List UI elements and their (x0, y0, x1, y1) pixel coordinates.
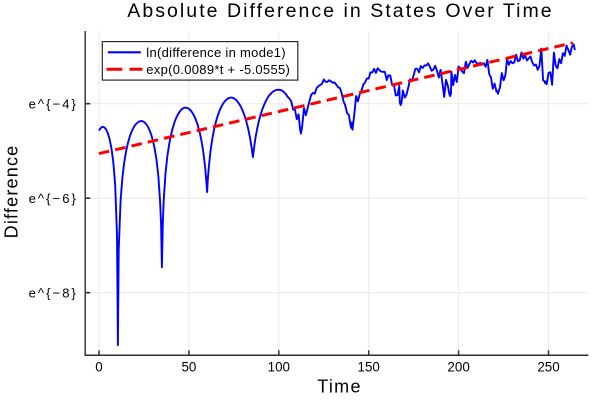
svg-text:0: 0 (95, 360, 102, 375)
svg-text:e^{−6}: e^{−6} (29, 191, 78, 206)
svg-text:e^{−8}: e^{−8} (29, 285, 78, 300)
svg-text:exp(0.0089*t + -5.0555): exp(0.0089*t + -5.0555) (146, 62, 290, 77)
svg-text:200: 200 (447, 360, 469, 375)
svg-text:250: 250 (537, 360, 559, 375)
svg-text:150: 150 (358, 360, 380, 375)
svg-text:e^{−4}: e^{−4} (29, 96, 78, 111)
svg-text:50: 50 (181, 360, 196, 375)
svg-text:ln(difference in mode1): ln(difference in mode1) (146, 45, 286, 60)
svg-text:Difference: Difference (2, 145, 22, 239)
svg-text:Time: Time (317, 377, 362, 397)
svg-text:100: 100 (268, 360, 290, 375)
svg-text:Absolute Difference in States: Absolute Difference in States Over Time (127, 0, 553, 22)
